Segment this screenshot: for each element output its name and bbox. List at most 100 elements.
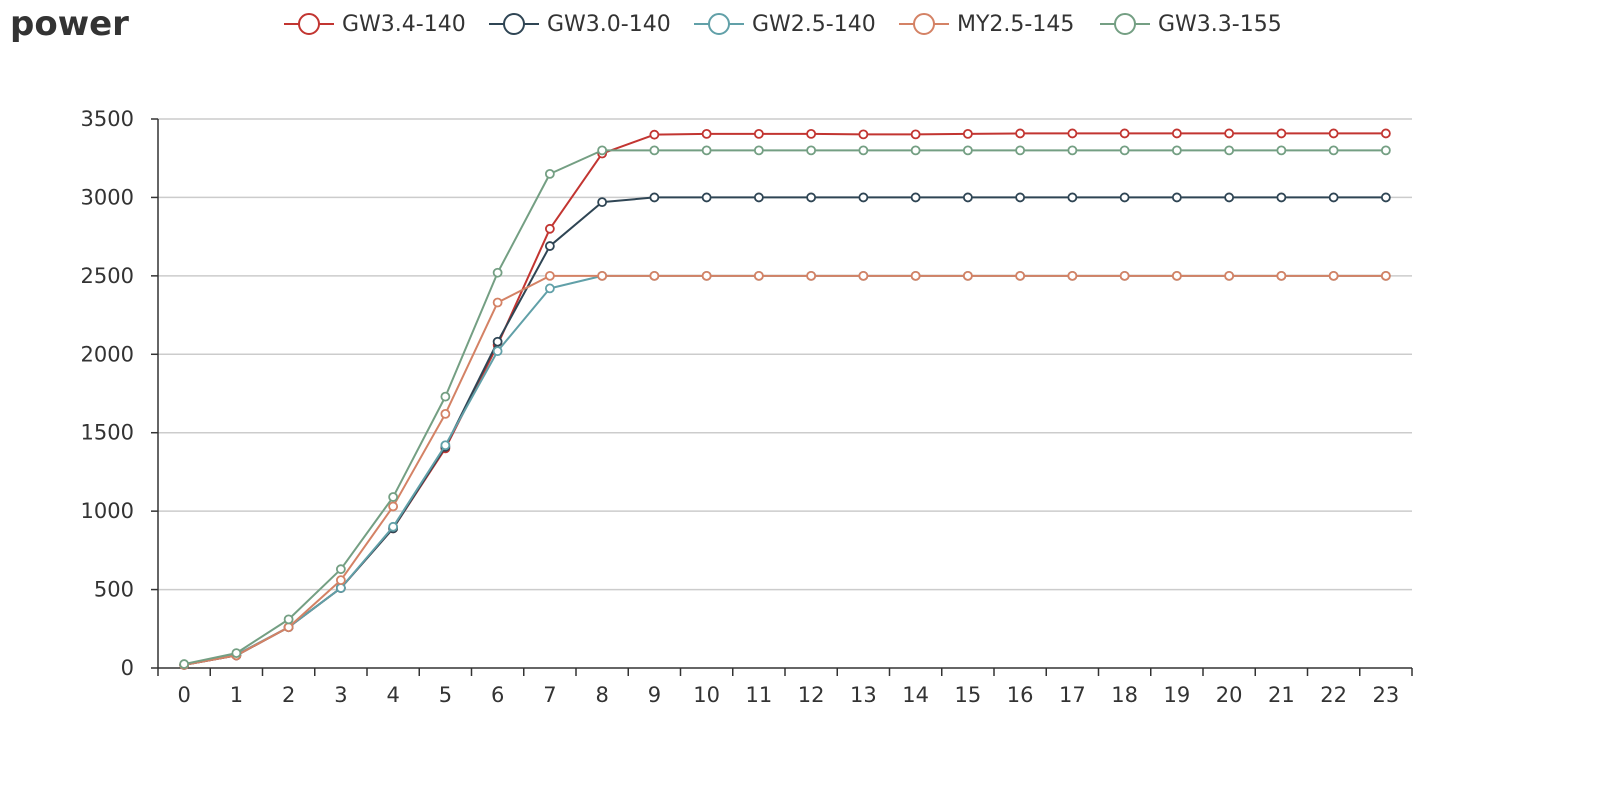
y-tick-label: 3000: [81, 185, 134, 209]
series-GW2.5-140: [179, 270, 1391, 670]
data-point: [1224, 192, 1235, 203]
data-point: [544, 270, 555, 281]
data-point: [806, 192, 817, 203]
data-point: [492, 297, 503, 308]
legend-marker-icon: [899, 13, 949, 35]
data-point: [910, 129, 921, 140]
y-tick-label: 2000: [81, 342, 134, 366]
series-layer: [179, 128, 1391, 670]
data-point: [1119, 145, 1130, 156]
data-point: [335, 583, 346, 593]
x-tick-label: 8: [595, 683, 608, 707]
data-point: [388, 501, 399, 512]
data-point: [962, 192, 973, 203]
data-point: [649, 192, 660, 203]
data-point: [231, 648, 242, 658]
legend: GW3.4-140 GW3.0-140 GW2.5-140 MY2.5-145 GW3.…: [0, 6, 1600, 42]
series-line: [183, 274, 1386, 666]
data-point: [1067, 192, 1078, 203]
x-tick-label: 21: [1268, 683, 1295, 707]
data-point: [910, 192, 921, 203]
data-point: [753, 192, 764, 203]
legend-marker-icon: [489, 13, 539, 35]
legend-marker-icon: [284, 13, 334, 35]
data-point: [1015, 270, 1026, 281]
data-point: [701, 129, 712, 139]
series-GW3.3-155: [179, 145, 1391, 669]
data-point: [1067, 128, 1078, 139]
data-point: [910, 145, 921, 156]
data-point: [649, 129, 660, 140]
x-tick-label: 23: [1373, 683, 1400, 707]
legend-item[interactable]: MY2.5-145: [899, 6, 1074, 42]
legend-item[interactable]: GW3.3-155: [1100, 6, 1282, 42]
data-point: [1119, 192, 1130, 203]
x-tick-label: 1: [230, 683, 243, 707]
data-point: [1171, 192, 1182, 203]
data-point: [753, 145, 764, 156]
data-point: [1380, 270, 1391, 281]
data-point: [388, 492, 399, 502]
chart-title: power: [10, 4, 129, 44]
x-tick-label: 0: [177, 683, 190, 707]
x-tick-label: 2: [282, 683, 295, 707]
legend-label: GW3.0-140: [547, 11, 671, 37]
data-point: [1224, 145, 1235, 156]
data-point: [283, 622, 294, 633]
data-point: [701, 145, 712, 156]
data-point: [1276, 128, 1287, 139]
legend-label: MY2.5-145: [957, 11, 1075, 37]
data-point: [544, 241, 555, 251]
data-point: [1224, 128, 1235, 139]
legend-item[interactable]: GW3.4-140: [284, 6, 466, 42]
x-tick-label: 17: [1059, 683, 1086, 707]
data-point: [649, 145, 660, 156]
x-tick-label: 6: [491, 683, 504, 707]
x-tick-label: 22: [1320, 683, 1347, 707]
data-point: [440, 440, 451, 451]
data-point: [1171, 270, 1182, 281]
y-tick-label: 1000: [81, 499, 134, 523]
y-tick-label: 1500: [81, 421, 134, 445]
data-point: [962, 270, 973, 281]
x-tick-label: 9: [648, 683, 661, 707]
x-tick-label: 12: [798, 683, 825, 707]
x-tick-label: 4: [386, 683, 399, 707]
data-point: [597, 197, 608, 208]
series-line: [183, 274, 1386, 666]
data-point: [1328, 270, 1339, 281]
legend-label: GW2.5-140: [752, 11, 876, 37]
data-point: [1015, 192, 1026, 203]
data-point: [440, 408, 451, 419]
x-tick-label: 10: [693, 683, 720, 707]
data-point: [910, 270, 921, 281]
data-point: [1380, 192, 1391, 203]
data-point: [858, 129, 869, 140]
y-tick-label: 3500: [81, 107, 134, 131]
legend-label: GW3.3-155: [1158, 11, 1282, 37]
series-line: [183, 132, 1386, 666]
legend-item[interactable]: GW2.5-140: [694, 6, 876, 42]
x-tick-label: 5: [439, 683, 452, 707]
data-point: [1015, 145, 1026, 156]
data-point: [1119, 128, 1130, 139]
data-point: [544, 283, 555, 294]
data-point: [1380, 145, 1391, 156]
data-point: [440, 391, 451, 402]
data-point: [1328, 145, 1339, 156]
legend-marker-icon: [1100, 13, 1150, 35]
x-tick-label: 3: [334, 683, 347, 707]
data-point: [1276, 145, 1287, 156]
grid-lines: [158, 118, 1412, 591]
y-tick-label: 2500: [81, 264, 134, 288]
series-line: [183, 149, 1386, 666]
x-tick-label: 13: [850, 683, 877, 707]
data-point: [544, 168, 555, 179]
data-point: [492, 267, 503, 278]
data-point: [1328, 128, 1339, 139]
x-tick-label: 15: [955, 683, 982, 707]
legend-item[interactable]: GW3.0-140: [489, 6, 671, 42]
data-point: [179, 659, 190, 669]
data-point: [962, 145, 973, 156]
